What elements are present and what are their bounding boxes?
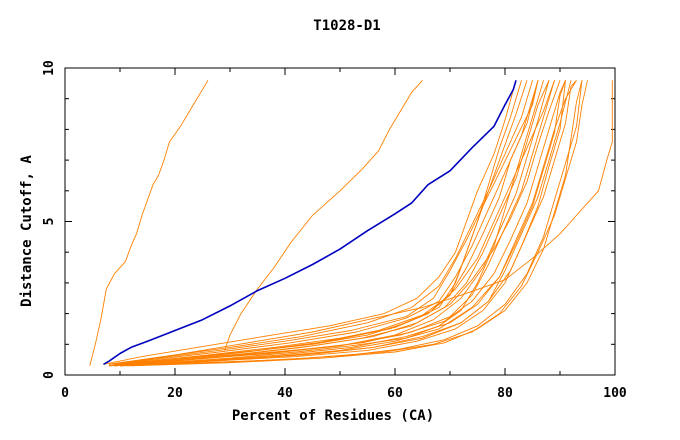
- x-axis-label: Percent of Residues (CA): [232, 408, 434, 424]
- series-line-other: [114, 80, 566, 367]
- y-axis-label: Distance Cutoff, A: [19, 155, 35, 307]
- series-line-other: [224, 80, 423, 351]
- x-tick-label: 0: [61, 386, 69, 401]
- y-tick-label: 5: [42, 218, 57, 226]
- series-line-other: [119, 79, 577, 367]
- series-line-other: [108, 80, 561, 365]
- series-line-other: [108, 80, 550, 367]
- series-line-other: [108, 80, 539, 367]
- series-line-other: [108, 80, 544, 367]
- series-line-other: [114, 80, 550, 367]
- series-line-other: [114, 80, 555, 367]
- series-line-other: [119, 80, 566, 367]
- series-line-other: [108, 80, 533, 365]
- series-line-other: [125, 80, 588, 367]
- series-line-other: [119, 80, 566, 365]
- series-line-other: [114, 80, 577, 367]
- series-line-highlight: [103, 80, 517, 365]
- series-line-other: [108, 80, 613, 365]
- series-lines: [89, 79, 613, 367]
- series-line-other: [130, 80, 583, 367]
- axis-ticks: 0 20 40 60 80 100 0 5 10: [42, 60, 627, 401]
- plot-frame: [64, 67, 616, 376]
- x-tick-label: 100: [603, 386, 627, 401]
- y-tick-label: 10: [42, 60, 57, 76]
- x-tick-label: 60: [387, 386, 403, 401]
- x-tick-label: 80: [497, 386, 513, 401]
- chart-title: T1028-D1: [313, 18, 380, 34]
- series-line-other: [89, 80, 209, 366]
- x-tick-label: 20: [167, 386, 183, 401]
- series-line-other: [114, 80, 539, 365]
- series-line-other: [103, 80, 517, 365]
- y-tick-label: 0: [42, 371, 57, 379]
- series-line-other: [114, 80, 539, 367]
- x-tick-label: 40: [277, 386, 293, 401]
